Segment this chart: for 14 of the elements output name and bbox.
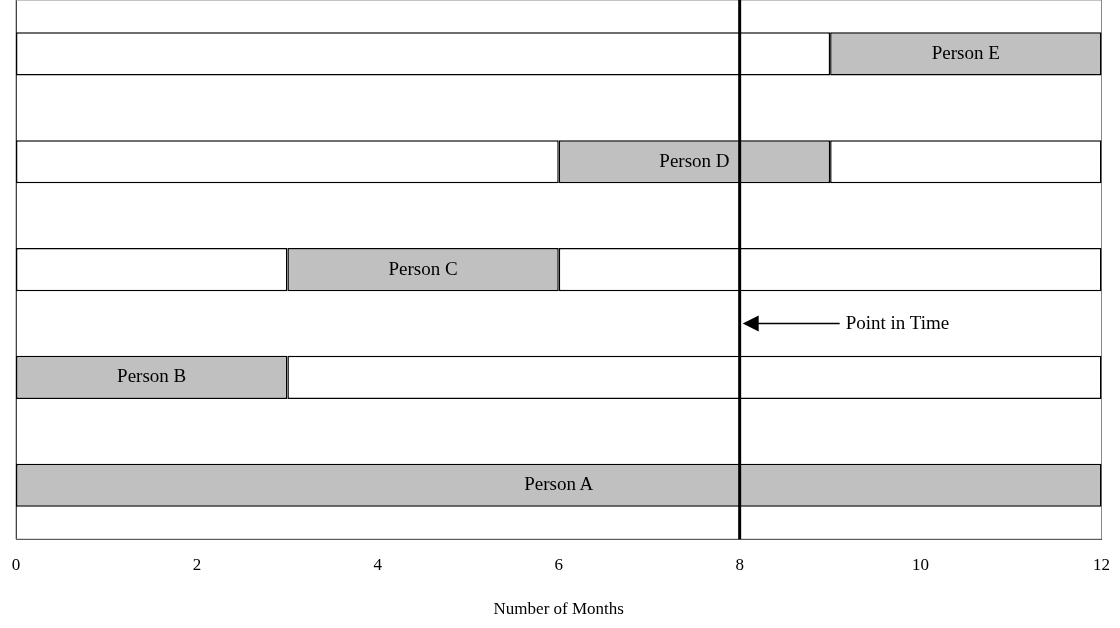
- x-tick-label: 6: [554, 554, 563, 574]
- x-tick-label: 0: [11, 554, 21, 574]
- data-label: Person B: [117, 365, 187, 387]
- data-label: Person C: [388, 257, 458, 279]
- x-tick-label: 10: [912, 554, 930, 574]
- data-label: Person A: [524, 473, 594, 495]
- x-tick-label: 12: [1093, 554, 1110, 574]
- x-tick-label: 2: [192, 554, 202, 574]
- data-label: Person D: [659, 149, 730, 171]
- ref-line-label: Point in Time: [845, 311, 950, 333]
- x-tick-label: 8: [735, 554, 744, 574]
- x-axis-title: Number of Months: [493, 599, 624, 619]
- data-label: Person E: [931, 41, 1000, 63]
- x-tick-label: 4: [373, 554, 383, 574]
